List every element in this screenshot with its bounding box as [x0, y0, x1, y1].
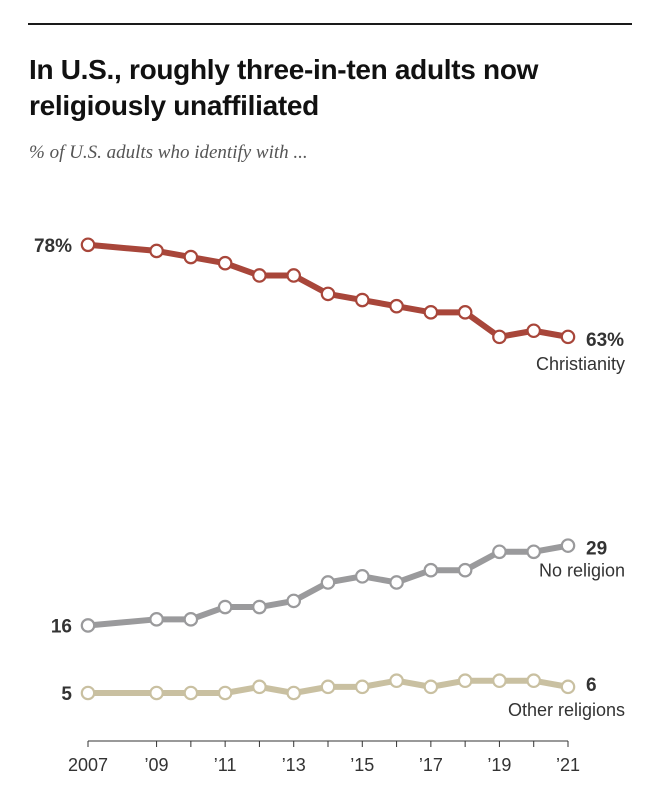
data-point-no-religion-2009 [149, 612, 164, 627]
data-point-no-religion-2007 [80, 618, 96, 633]
data-point-other-religions-2009 [149, 685, 164, 701]
data-point-other-religions-2007 [80, 685, 96, 701]
data-point-other-religions-2021 [560, 679, 576, 695]
data-point-other-religions-2010 [183, 685, 199, 701]
data-point-no-religion-2016 [389, 575, 404, 590]
end-label-christianity: 63% [586, 330, 624, 351]
data-point-christianity-2020 [526, 323, 542, 339]
data-point-no-religion-2011 [217, 599, 233, 615]
data-point-other-religions-2011 [217, 685, 233, 701]
data-point-no-religion-2021 [560, 538, 576, 553]
x-tick-label-2021: ’21 [556, 755, 580, 775]
data-point-no-religion-2013 [286, 593, 302, 609]
data-point-other-religions-2016 [389, 673, 404, 689]
end-label-other-religions: 6 [586, 675, 597, 696]
start-label-christianity: 78% [34, 236, 72, 257]
data-point-no-religion-2015 [354, 569, 370, 584]
data-point-no-religion-2019 [492, 544, 507, 560]
end-label-no-religion: 29 [586, 539, 607, 560]
data-point-no-religion-2020 [526, 544, 542, 560]
data-point-christianity-2011 [217, 255, 233, 271]
data-point-no-religion-2017 [423, 562, 439, 578]
start-label-no-religion: 16 [51, 616, 72, 637]
x-tick-label-2013: ’13 [282, 755, 306, 775]
data-point-christianity-2010 [183, 249, 199, 265]
data-point-no-religion-2012 [252, 599, 267, 615]
chart-title: In U.S., roughly three-in-ten adults now… [29, 54, 539, 121]
top-rule [28, 23, 632, 25]
series-lines [85, 241, 571, 696]
x-tick-label-2017: ’17 [419, 755, 443, 775]
data-point-christianity-2013 [286, 268, 302, 283]
series-name-no-religion: No religion [539, 561, 625, 581]
data-point-other-religions-2012 [252, 679, 267, 695]
data-point-christianity-2007 [80, 237, 96, 253]
data-point-other-religions-2017 [423, 679, 439, 695]
data-point-christianity-2009 [149, 243, 164, 259]
data-point-other-religions-2015 [354, 679, 370, 695]
series-name-christianity: Christianity [536, 354, 625, 374]
chart-subtitle: % of U.S. adults who identify with ... [29, 142, 308, 163]
data-point-other-religions-2013 [286, 685, 302, 701]
x-axis: 2007 ’09 ’11 ’13 ’15 ’17 ’19 ’21 [68, 740, 580, 775]
start-label-other-religions: 5 [61, 684, 72, 705]
x-tick-label-2011: ’11 [214, 755, 237, 775]
data-point-other-religions-2020 [526, 673, 542, 689]
data-point-other-religions-2014 [320, 679, 336, 695]
data-point-christianity-2021 [560, 329, 576, 345]
x-tick-label-2015: ’15 [350, 755, 374, 775]
data-point-christianity-2018 [457, 305, 473, 320]
x-tick-label-2007: 2007 [68, 755, 108, 775]
data-point-no-religion-2018 [457, 562, 473, 578]
data-point-christianity-2017 [423, 305, 439, 320]
series-markers [80, 237, 576, 701]
x-tick-label-2019: ’19 [487, 755, 511, 775]
x-tick-label-2009: ’09 [145, 755, 169, 775]
data-point-christianity-2014 [320, 286, 336, 302]
data-point-christianity-2019 [492, 329, 507, 345]
data-point-no-religion-2010 [183, 612, 199, 627]
data-point-christianity-2012 [252, 268, 267, 283]
data-point-no-religion-2014 [320, 575, 336, 590]
data-point-christianity-2015 [354, 292, 370, 308]
series-name-other-religions: Other religions [508, 700, 625, 720]
data-point-other-religions-2019 [492, 673, 507, 689]
data-point-christianity-2016 [389, 298, 404, 314]
data-point-other-religions-2018 [457, 673, 473, 689]
